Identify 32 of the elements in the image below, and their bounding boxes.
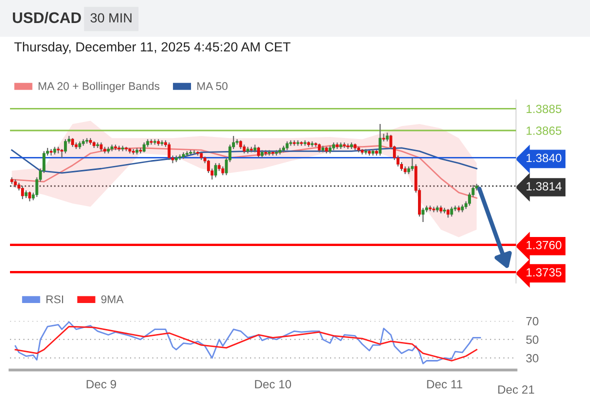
candlestick bbox=[21, 186, 24, 200]
legend-label: MA 20 + Bollinger Bands bbox=[38, 82, 160, 92]
y-tick-label: 1.3814 bbox=[526, 182, 562, 190]
chart-subtitle: Thursday, December 11, 2025 4:45:20 AM CET bbox=[14, 42, 290, 54]
legend-label: 9MA bbox=[101, 295, 124, 304]
legend-label: RSI bbox=[46, 295, 64, 304]
y-tick-label: 1.3865 bbox=[526, 126, 562, 135]
candlestick bbox=[422, 207, 424, 223]
y-tick-label: 1.3760 bbox=[526, 240, 562, 250]
text: 30 MIN bbox=[90, 13, 132, 23]
candlestick bbox=[56, 146, 60, 154]
y-tick-label: 30 bbox=[526, 354, 538, 362]
y-tick-label: 1.3735 bbox=[526, 268, 562, 276]
candlestick bbox=[28, 190, 32, 202]
candlestick bbox=[410, 157, 414, 172]
candlestick bbox=[378, 123, 382, 156]
legend-label: MA 50 bbox=[197, 82, 228, 90]
y-tick-label: 1.3885 bbox=[526, 104, 562, 114]
candlestick bbox=[257, 146, 260, 158]
candlestick bbox=[142, 142, 146, 153]
y-tick-label: 1.3840 bbox=[526, 154, 562, 162]
x-tick-label: Dec 9 bbox=[86, 380, 116, 388]
candlestick bbox=[168, 142, 171, 160]
candlestick bbox=[64, 138, 67, 154]
chart-title: USD/CAD bbox=[12, 12, 81, 24]
x-tick-label: Dec 11 bbox=[427, 380, 462, 388]
candlestick bbox=[214, 162, 218, 178]
candlestick bbox=[450, 206, 454, 218]
y-tick-label: 50 bbox=[526, 336, 538, 344]
y-tick-label: 70 bbox=[526, 317, 538, 326]
text: Dec 21 bbox=[498, 385, 534, 394]
x-tick-label: Dec 10 bbox=[255, 380, 292, 388]
